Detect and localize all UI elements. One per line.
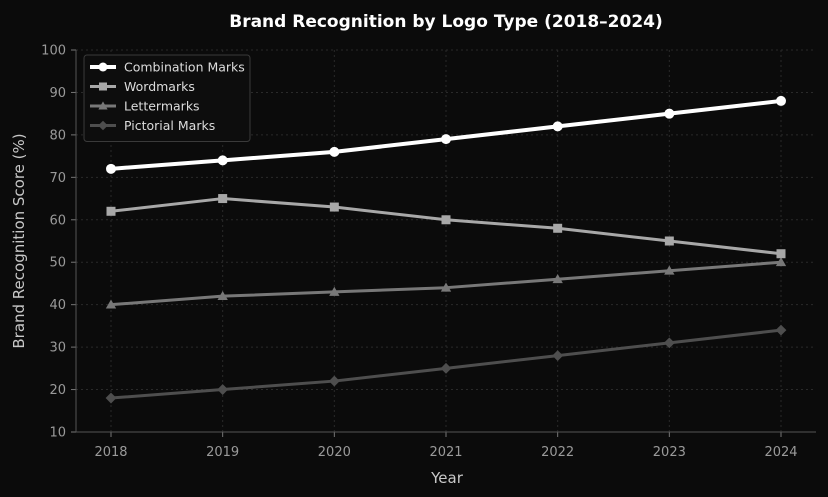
data-point-pictorial-marks [775,324,787,336]
data-point-wordmarks [106,206,116,216]
x-tick-label: 2023 [653,445,686,460]
data-point-combination-marks [664,108,675,119]
legend-label-lettermarks: Lettermarks [124,99,200,114]
data-point-lettermarks [329,286,340,296]
legend-entry-pictorial-marks: Pictorial Marks [90,118,215,133]
data-point-wordmarks [218,194,228,204]
legend: Combination Marks Wordmarks Lettermarks Pic… [83,54,251,142]
axes: 10 20 30 40 50 60 70 80 90 100 2018 2019 2020 2021 202… [41,44,816,460]
y-tick-label: 60 [49,213,66,228]
data-point-lettermarks [105,299,117,309]
data-point-lettermarks [664,265,675,275]
legend-entry-combination-marks: Combination Marks [90,60,245,75]
data-point-lettermarks [552,274,563,284]
y-axis-label: Brand Recognition Score (%) [10,133,28,348]
data-point-wordmarks [664,236,674,246]
data-point-wordmarks [441,215,451,225]
data-point-wordmarks [776,249,786,259]
y-tick-label: 50 [49,256,66,271]
series-combination-marks [106,95,786,174]
y-tick-label: 20 [49,383,66,398]
data-point-combination-marks [329,146,340,157]
legend-box [83,54,251,142]
data-point-wordmarks [553,223,563,233]
legend-entry-lettermarks: Lettermarks [90,99,200,114]
data-point-lettermarks [217,291,228,301]
y-tick-label: 100 [41,44,66,59]
x-tick-label: 2021 [429,445,462,460]
legend-entry-wordmarks: Wordmarks [90,79,195,94]
series-layer [105,95,787,404]
y-tick-label: 30 [49,341,66,356]
chart-title: Brand Recognition by Logo Type (2018–202… [229,12,663,32]
data-point-wordmarks [329,202,339,212]
y-tick-label: 80 [49,128,66,143]
series-lettermarks [105,257,787,309]
data-point-pictorial-marks [663,337,675,349]
legend-marker-combination-marks [98,62,108,72]
data-point-lettermarks [775,257,787,267]
y-tick-label: 70 [49,171,66,186]
data-point-pictorial-marks [105,392,117,404]
data-point-combination-marks [441,134,451,145]
x-tick-label: 2024 [764,445,797,460]
x-tick-label: 2019 [206,445,239,460]
x-tick-label: 2020 [318,445,351,460]
series-pictorial-marks [105,324,787,404]
data-point-combination-marks [106,163,116,174]
legend-label-wordmarks: Wordmarks [124,79,195,94]
data-point-pictorial-marks [440,362,452,374]
series-wordmarks [106,194,786,259]
legend-label-pictorial-marks: Pictorial Marks [124,118,215,133]
x-axis-label: Year [430,469,464,487]
data-point-combination-marks [552,121,563,132]
data-point-lettermarks [440,282,452,292]
x-tick-label: 2018 [94,445,127,460]
legend-label-combination-marks: Combination Marks [124,60,245,75]
data-point-pictorial-marks [552,350,564,361]
data-point-combination-marks [776,95,786,106]
legend-marker-pictorial-marks [98,120,108,131]
data-point-combination-marks [217,155,228,166]
y-tick-label: 90 [49,86,66,101]
data-point-pictorial-marks [217,384,229,395]
x-tick-label: 2022 [541,445,574,460]
y-tick-label: 10 [49,426,66,441]
y-tick-label: 40 [49,298,66,313]
data-point-pictorial-marks [328,375,340,387]
legend-marker-wordmarks [99,82,107,91]
legend-marker-lettermarks [98,101,108,110]
